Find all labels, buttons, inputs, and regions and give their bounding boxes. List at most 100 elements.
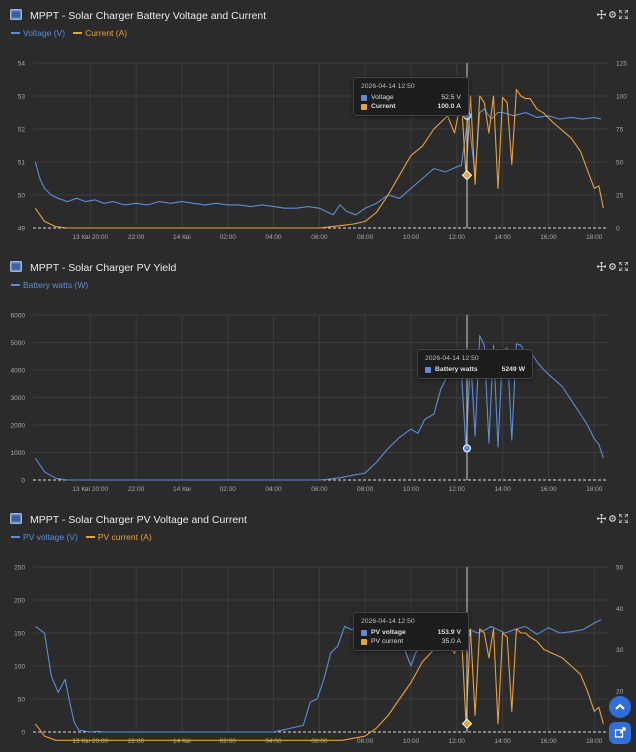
- tooltip-row: Voltage 52.5 V: [361, 94, 461, 101]
- tooltip-time: 2026-04-14 12:50: [361, 83, 415, 90]
- y-left-tick-label: 52: [18, 127, 26, 134]
- series-line: [34, 335, 604, 481]
- y-left-tick-label: 0: [21, 730, 25, 737]
- x-tick-label: 16:00: [540, 234, 557, 241]
- expand-icon[interactable]: [619, 262, 628, 271]
- x-tick-label: 04:00: [265, 486, 282, 493]
- x-tick-label: 06:00: [311, 486, 328, 493]
- x-tick-label: 08:00: [357, 234, 374, 241]
- tooltip-row: Current 100.0 A: [361, 103, 461, 110]
- y-left-tick-label: 200: [14, 598, 25, 605]
- x-tick-label: 12:00: [449, 234, 466, 241]
- tooltip-value: 35.0 A: [441, 638, 461, 645]
- x-tick-label: 16:00: [540, 738, 557, 745]
- legend-item-battery-watts[interactable]: Battery watts (W): [11, 280, 88, 290]
- chart-tools: [597, 262, 628, 271]
- x-tick-label: 06:00: [311, 234, 328, 241]
- legend-item-pv-voltage[interactable]: PV voltage (V): [11, 532, 78, 542]
- tooltip-value: 5249 W: [501, 366, 525, 373]
- export-icon: [614, 727, 626, 738]
- settings-icon[interactable]: [608, 10, 617, 19]
- crosshair-marker: [463, 444, 471, 453]
- y-right-tick-label: 50: [616, 160, 624, 167]
- legend-item-voltage[interactable]: Voltage (V): [11, 28, 65, 38]
- y-right-tick-label: 0: [616, 226, 620, 233]
- chart-title: MPPT - Solar Charger PV Yield: [30, 262, 177, 274]
- settings-icon[interactable]: [608, 262, 617, 271]
- chart-panel-battery: MPPT - Solar Charger Battery Voltage and…: [0, 0, 636, 248]
- legend-item-pv-current[interactable]: PV current (A): [85, 532, 152, 542]
- chart-tooltip: 2026-04-14 12:50 PV voltage 153.9 V PV cu…: [353, 612, 469, 651]
- x-tick-label: 14 Кві: [173, 233, 191, 241]
- chart-plot[interactable]: 13 Кві 20:00 22:00 14 Кві 02:00 04:00 06:00 08…: [0, 252, 636, 500]
- y-left-tick-label: 51: [18, 160, 26, 167]
- y-right-tick-label: 40: [616, 606, 624, 613]
- expand-icon[interactable]: [619, 514, 628, 523]
- x-tick-label: 14:00: [494, 486, 511, 493]
- y-right-tick-label: 20: [616, 688, 624, 695]
- x-tick-label: 08:00: [357, 738, 374, 745]
- move-icon[interactable]: [597, 262, 606, 271]
- x-tick-label: 14:00: [494, 738, 511, 745]
- x-tick-label: 16:00: [540, 486, 557, 493]
- x-tick-label: 08:00: [357, 486, 374, 493]
- tooltip-label: Battery watts: [435, 366, 478, 373]
- chart-tooltip: 2026-04-14 12:50 Voltage 52.5 V Current 10…: [353, 77, 469, 116]
- legend-label: PV voltage (V): [23, 532, 78, 542]
- x-tick-label: 14 Кві: [173, 737, 191, 745]
- y-right-tick-label: 25: [616, 193, 624, 200]
- chart-panel-icon: [10, 261, 22, 272]
- y-right-tick-label: 125: [616, 61, 627, 68]
- x-tick-label: 10:00: [403, 738, 420, 745]
- x-tick-label: 13 Кві 20:00: [72, 485, 108, 493]
- y-left-tick-label: 50: [18, 193, 26, 200]
- crosshair-marker: [461, 169, 473, 181]
- y-left-tick-label: 100: [14, 664, 25, 671]
- chart-tools: [597, 10, 628, 19]
- chart-title: MPPT - Solar Charger Battery Voltage and…: [30, 10, 267, 22]
- y-right-tick-label: 50: [616, 565, 624, 572]
- settings-icon[interactable]: [608, 514, 617, 523]
- scroll-up-button[interactable]: [609, 696, 631, 718]
- series-line: [34, 108, 602, 216]
- tooltip-value: 52.5 V: [441, 94, 461, 101]
- y-left-tick-label: 1000: [11, 450, 26, 457]
- x-tick-label: 22:00: [128, 234, 145, 241]
- x-tick-label: 02:00: [220, 738, 237, 745]
- y-right-tick-label: 100: [616, 94, 627, 101]
- y-left-tick-label: 5000: [11, 340, 26, 347]
- tooltip-time: 2026-04-14 12:50: [361, 618, 415, 625]
- legend-item-current[interactable]: Current (A): [73, 28, 127, 38]
- crosshair-marker: [461, 718, 473, 729]
- x-tick-label: 02:00: [220, 234, 237, 241]
- move-icon[interactable]: [597, 10, 606, 19]
- x-tick-label: 12:00: [449, 486, 466, 493]
- chart-plot[interactable]: 13 Кві 20:00 22:00 14 Кві 02:00 04:00 06:00 08…: [0, 0, 636, 248]
- y-left-tick-label: 250: [14, 565, 25, 572]
- tooltip-label: PV current: [371, 638, 404, 645]
- move-icon[interactable]: [597, 514, 606, 523]
- y-left-tick-label: 150: [14, 631, 25, 638]
- legend-label: Battery watts (W): [23, 280, 89, 290]
- x-tick-label: 13 Кві 20:00: [72, 233, 108, 241]
- x-tick-label: 10:00: [403, 486, 420, 493]
- x-tick-label: 18:00: [586, 234, 603, 241]
- expand-icon[interactable]: [619, 10, 628, 19]
- scroll-up-icon: [615, 703, 625, 710]
- tooltip-value: 153.9 V: [437, 629, 461, 636]
- x-tick-label: 22:00: [128, 486, 145, 493]
- x-tick-label: 22:00: [128, 738, 145, 745]
- y-left-tick-label: 50: [18, 697, 26, 704]
- y-right-tick-label: 75: [616, 127, 624, 134]
- chart-plot[interactable]: 13 Кві 20:00 22:00 14 Кві 02:00 04:00 06:00 08…: [0, 504, 636, 752]
- export-button[interactable]: [609, 722, 631, 744]
- y-left-tick-label: 2000: [11, 423, 26, 430]
- chart-panel-pv-yield: MPPT - Solar Charger PV Yield Battery wa…: [0, 252, 636, 500]
- chart-legend: Voltage (V) Current (A): [11, 28, 127, 38]
- y-left-tick-label: 6000: [11, 313, 26, 320]
- y-left-tick-label: 4000: [11, 368, 26, 375]
- y-left-tick-label: 3000: [11, 395, 26, 402]
- chart-panel-icon: [10, 513, 22, 524]
- tooltip-row: PV current 35.0 A: [361, 638, 461, 645]
- tooltip-value: 100.0 A: [437, 103, 461, 110]
